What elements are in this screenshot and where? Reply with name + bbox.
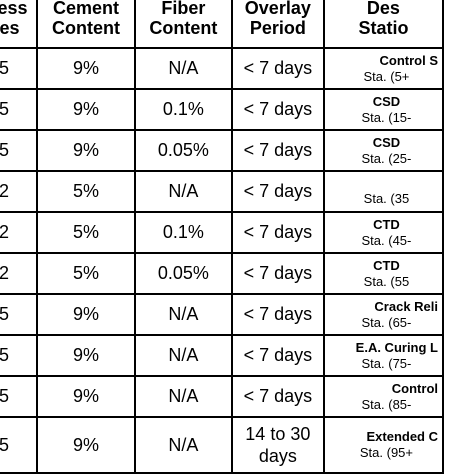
cell-fiber: N/A	[134, 375, 233, 418]
cell-description: Extended C Sta. (95+	[322, 416, 445, 474]
desc-station: Sta. (25-	[361, 150, 412, 166]
cell-period: < 7 days	[230, 211, 325, 254]
cell-cement: 9%	[36, 47, 137, 90]
header-description: Des Statio	[322, 0, 445, 49]
cell-thickness: 5	[0, 47, 39, 90]
period-line1: 14 to 30	[245, 424, 311, 444]
header-thickness-line1: tness	[0, 0, 28, 18]
cell-period: < 7 days	[230, 293, 325, 336]
cell-description: CTD Sta. (55	[322, 252, 445, 295]
header-fiber-content: Fiber Content	[134, 0, 233, 49]
table-row: 2 5% 0.1% < 7 days CTD Sta. (45-	[0, 211, 445, 254]
desc-name: CTD	[373, 257, 400, 273]
header-overlay-line1: Overlay	[244, 0, 311, 18]
table-row: 5 9% N/A < 7 days Crack Reli Sta. (65-	[0, 293, 445, 336]
desc-station: Sta. (75-	[361, 355, 412, 371]
desc-station: Sta. (95+	[359, 445, 413, 460]
desc-name: Control S	[379, 52, 439, 68]
desc-station: Sta. (85-	[361, 396, 412, 412]
cell-thickness: 5	[0, 416, 39, 474]
cell-description: Crack Reli Sta. (65-	[322, 293, 445, 336]
cell-fiber: 0.1%	[134, 211, 233, 254]
cell-thickness: 5	[0, 129, 39, 172]
desc-name: Control	[391, 380, 438, 396]
header-fiber-line1: Fiber	[161, 0, 206, 18]
cell-fiber: N/A	[134, 416, 233, 474]
desc-name: Crack Reli	[374, 298, 438, 314]
cell-cement: 9%	[36, 334, 137, 377]
header-description-line1: Des	[366, 0, 400, 18]
cell-fiber: N/A	[134, 47, 233, 90]
cell-description: Sta. (35	[322, 170, 445, 213]
desc-station: Sta. (55	[363, 273, 410, 289]
cell-period: < 7 days	[230, 129, 325, 172]
cell-thickness: 5	[0, 334, 39, 377]
header-cement-content: Cement Content	[36, 0, 137, 49]
cell-thickness: 5	[0, 375, 39, 418]
cell-period: < 7 days	[230, 170, 325, 213]
cell-cement: 9%	[36, 375, 137, 418]
cell-period: < 7 days	[230, 88, 325, 131]
cell-thickness: 2	[0, 252, 39, 295]
header-thickness-line2: nes	[0, 17, 20, 38]
desc-name: E.A. Curing L	[355, 339, 438, 355]
cell-period: < 7 days	[230, 375, 325, 418]
cell-period: < 7 days	[230, 252, 325, 295]
cell-period: < 7 days	[230, 47, 325, 90]
cell-fiber: N/A	[134, 293, 233, 336]
cell-fiber: 0.05%	[134, 252, 233, 295]
header-cement-line1: Cement	[53, 0, 120, 18]
header-cement-line2: Content	[52, 17, 121, 38]
cell-description: E.A. Curing L Sta. (75-	[322, 334, 445, 377]
cell-description: Control Sta. (85-	[322, 375, 445, 418]
table-row: 2 5% N/A < 7 days Sta. (35	[0, 170, 445, 213]
cell-cement: 9%	[36, 416, 137, 474]
table-row: 5 9% N/A 14 to 30 days Extended C Sta. (…	[0, 416, 445, 474]
desc-name: CSD	[372, 93, 401, 109]
table-row: 5 9% 0.1% < 7 days CSD Sta. (15-	[0, 88, 445, 131]
header-fiber-line2: Content	[149, 17, 218, 38]
cell-cement: 5%	[36, 252, 137, 295]
cell-description: Control S Sta. (5+	[322, 47, 445, 90]
period-line2: days	[258, 446, 297, 466]
cell-cement: 9%	[36, 129, 137, 172]
desc-station: Sta. (15-	[361, 109, 412, 125]
header-description-line2: Statio	[358, 17, 409, 38]
cell-period: < 7 days	[230, 334, 325, 377]
desc-name: Extended C	[366, 429, 438, 444]
table-row: 5 9% N/A < 7 days E.A. Curing L Sta. (75…	[0, 334, 445, 377]
desc-station: Sta. (5+	[363, 68, 410, 84]
desc-name: CSD	[372, 134, 401, 150]
cell-description: CSD Sta. (25-	[322, 129, 445, 172]
table-row: 5 9% 0.05% < 7 days CSD Sta. (25-	[0, 129, 445, 172]
header-overlay-line2: Period	[249, 17, 306, 38]
cell-thickness: 5	[0, 293, 39, 336]
desc-station: Sta. (35	[363, 190, 410, 206]
mix-design-table: tness nes Cement Content Fiber Content O…	[0, 0, 445, 474]
cell-cement: 9%	[36, 293, 137, 336]
cell-description: CSD Sta. (15-	[322, 88, 445, 131]
cell-fiber: N/A	[134, 170, 233, 213]
cell-thickness: 2	[0, 170, 39, 213]
table-row: 5 9% N/A < 7 days Control S Sta. (5+	[0, 47, 445, 90]
desc-name: CTD	[373, 216, 400, 232]
header-overlay-period: Overlay Period	[230, 0, 325, 49]
desc-station: Sta. (65-	[361, 314, 412, 330]
cell-cement: 9%	[36, 88, 137, 131]
header-thickness: tness nes	[0, 0, 39, 49]
cell-cement: 5%	[36, 211, 137, 254]
cell-fiber: 0.1%	[134, 88, 233, 131]
cell-fiber: 0.05%	[134, 129, 233, 172]
cell-fiber: N/A	[134, 334, 233, 377]
cell-cement: 5%	[36, 170, 137, 213]
table-row: 5 9% N/A < 7 days Control Sta. (85-	[0, 375, 445, 418]
table-row: 2 5% 0.05% < 7 days CTD Sta. (55	[0, 252, 445, 295]
cell-thickness: 2	[0, 211, 39, 254]
cell-thickness: 5	[0, 88, 39, 131]
desc-station: Sta. (45-	[361, 232, 412, 248]
cell-period: 14 to 30 days	[230, 416, 325, 474]
cell-description: CTD Sta. (45-	[322, 211, 445, 254]
header-row: tness nes Cement Content Fiber Content O…	[0, 0, 445, 49]
